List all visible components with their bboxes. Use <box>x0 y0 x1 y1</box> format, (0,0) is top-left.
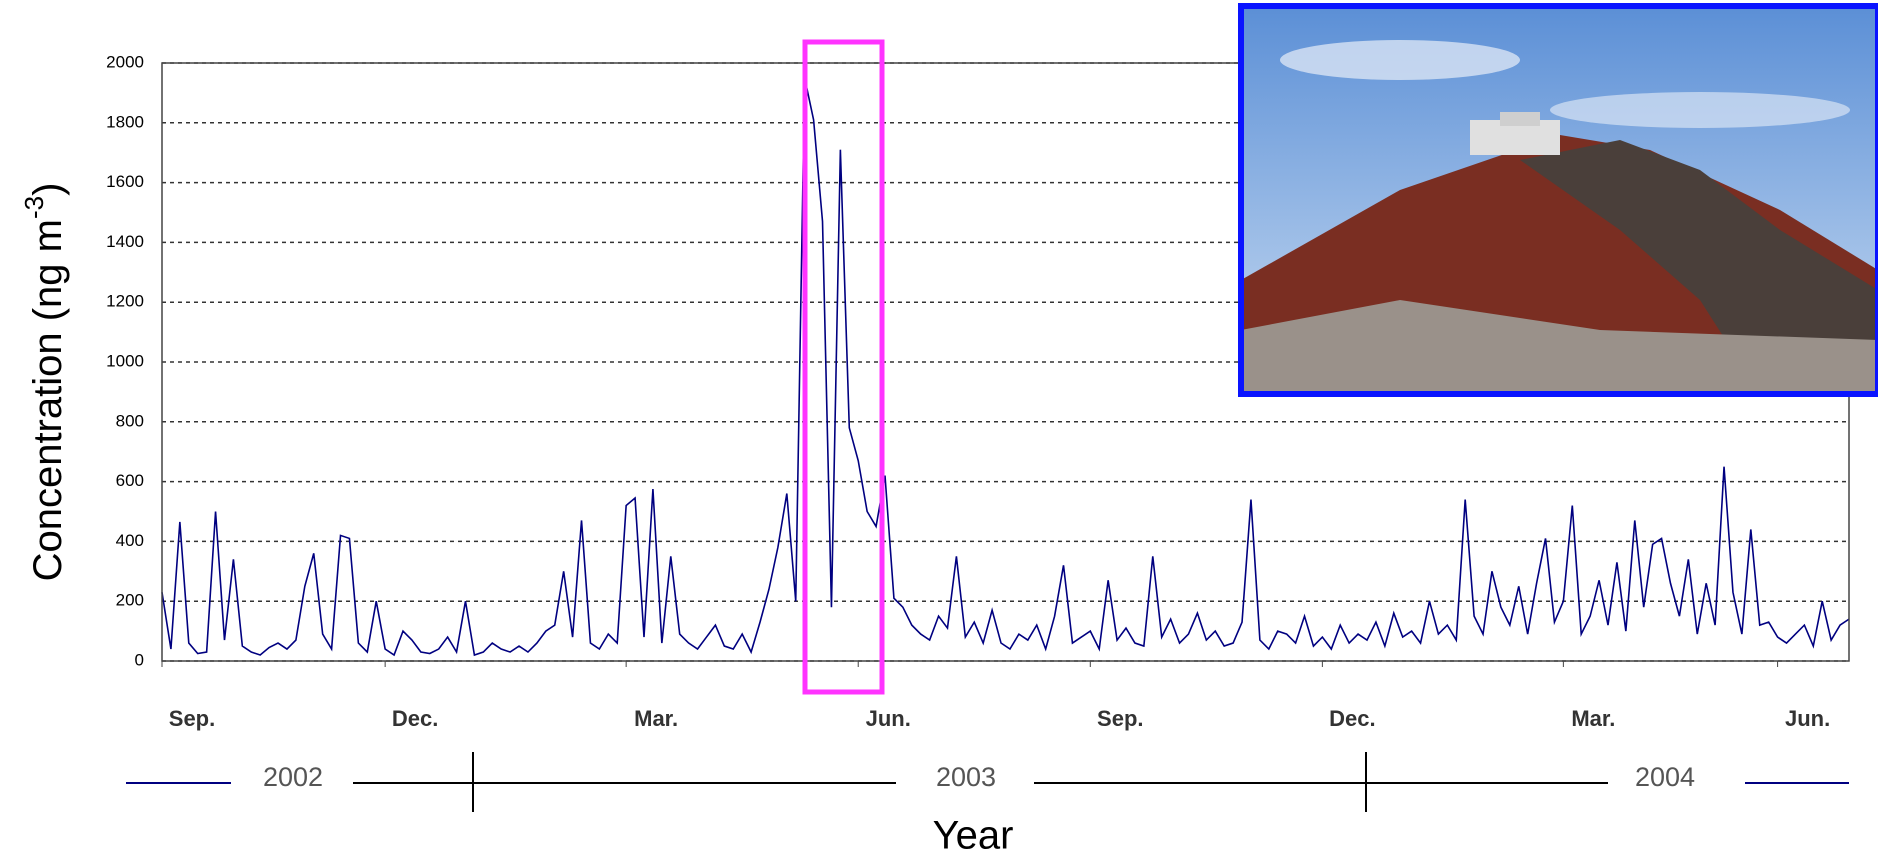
y-tick-label: 600 <box>116 471 144 490</box>
photo-cloud <box>1280 40 1520 80</box>
y-tick-label: 1400 <box>106 232 144 251</box>
year-label: 2003 <box>936 762 996 792</box>
x-tick-label: Jun. <box>866 706 911 731</box>
y-tick-label: 1600 <box>106 172 144 191</box>
x-tick-label: Mar. <box>634 706 678 731</box>
x-tick-label: Dec. <box>392 706 438 731</box>
x-tick-label: Sep. <box>169 706 215 731</box>
y-tick-label: 1200 <box>106 292 144 311</box>
year-label: 2002 <box>263 762 323 792</box>
y-tick-label: 800 <box>116 411 144 430</box>
x-tick-label: Dec. <box>1329 706 1375 731</box>
y-axis-label: Concentration (ng m-3) <box>19 183 70 582</box>
y-label-sup: -3 <box>19 196 49 219</box>
photo-building <box>1500 112 1540 126</box>
photo-cloud <box>1550 92 1850 128</box>
year-labels: 2002 2003 2004 <box>263 762 1695 792</box>
y-tick-label: 1800 <box>106 112 144 131</box>
x-tick-label: Mar. <box>1571 706 1615 731</box>
y-label-main: Concentration (ng m <box>26 219 70 581</box>
x-axis-label: Year <box>933 814 1014 858</box>
y-tick-label: 0 <box>135 650 144 669</box>
year-label: 2004 <box>1635 762 1695 792</box>
y-tick-label: 1000 <box>106 351 144 370</box>
y-tick-label: 400 <box>116 531 144 550</box>
highlight-box <box>805 42 882 692</box>
y-tick-label: 2000 <box>106 52 144 71</box>
y-tick-label: 200 <box>116 591 144 610</box>
chart: Concentration (ng m-3) Year 2002 2003 20… <box>0 0 1878 859</box>
x-tick-label: Sep. <box>1097 706 1143 731</box>
page: Concentration (ng m-3) Year 2002 2003 20… <box>0 0 1878 864</box>
x-tick-label: Jun. <box>1785 706 1830 731</box>
photo-inset <box>1241 6 1878 394</box>
y-label-end: ) <box>26 183 70 196</box>
